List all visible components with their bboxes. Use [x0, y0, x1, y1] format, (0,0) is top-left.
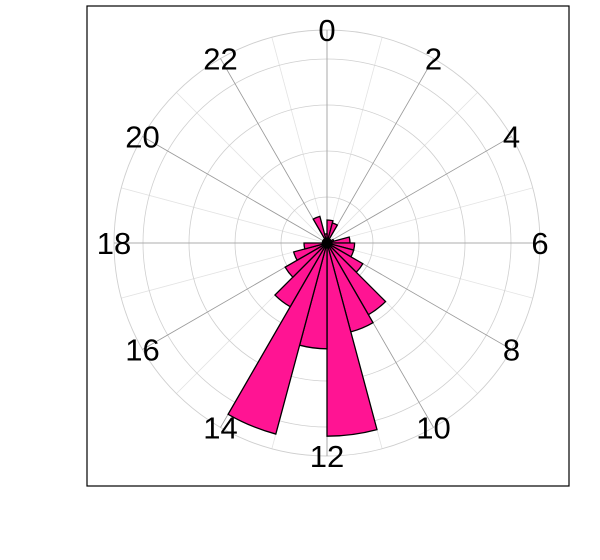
bar-wedge	[312, 215, 328, 244]
hour-label: 22	[203, 42, 237, 77]
hour-labels-group: 0 2 4 6 8 10 12 14 16 18 20 22	[97, 13, 549, 474]
bar-wedge	[227, 242, 328, 435]
hour-label: 14	[203, 410, 237, 445]
bar-wedge	[284, 242, 328, 279]
hour-label: 4	[503, 120, 520, 155]
hour-label: 12	[310, 439, 344, 474]
minor-spoke	[176, 92, 328, 244]
bar-wedge	[326, 222, 339, 244]
bar-wedge	[323, 233, 328, 244]
minor-spoke	[121, 242, 328, 299]
major-spoke	[220, 58, 328, 244]
hour-label: 2	[425, 42, 442, 77]
minor-spoke	[271, 37, 328, 244]
bar-wedge	[326, 242, 378, 437]
bar-wedge	[274, 242, 328, 308]
bar-wedge	[292, 242, 328, 262]
hour-label: 10	[416, 410, 450, 445]
minor-spoke	[326, 242, 533, 299]
bars-group	[227, 215, 387, 437]
hour-label: 18	[97, 226, 131, 261]
major-spoke	[142, 136, 328, 244]
hour-label: 16	[125, 333, 159, 368]
minor-spoke	[121, 187, 328, 244]
hour-label: 6	[531, 226, 548, 261]
hour-label: 8	[503, 333, 520, 368]
hour-label: 20	[125, 120, 159, 155]
minor-spoke	[326, 187, 533, 244]
minor-spoke	[326, 37, 383, 244]
hour-label: 0	[318, 13, 335, 48]
major-spoke	[326, 58, 434, 244]
bar-wedge	[303, 242, 328, 250]
minor-spoke	[326, 92, 478, 244]
major-spoke	[326, 136, 512, 244]
